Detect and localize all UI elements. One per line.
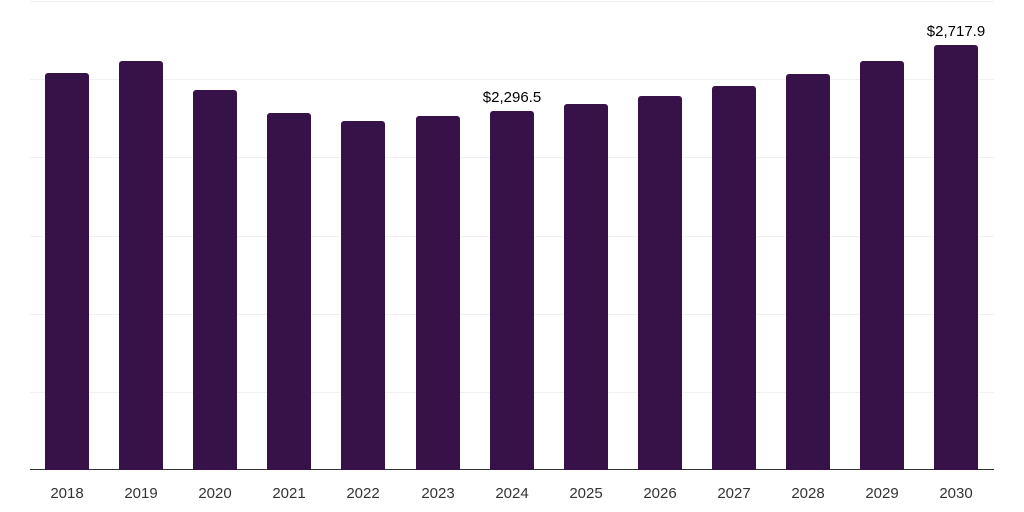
bar-2018[interactable] [45, 73, 89, 470]
x-tick-label: 2021 [272, 485, 306, 502]
x-tick-label: 2026 [643, 485, 677, 502]
x-tick-label: 2018 [50, 485, 84, 502]
gridline [30, 79, 994, 80]
x-tick-label: 2029 [865, 485, 899, 502]
bar-2030[interactable] [934, 45, 978, 470]
bar-2024[interactable] [490, 111, 534, 470]
bar-2023[interactable] [416, 116, 460, 470]
bar-2021[interactable] [267, 113, 311, 470]
x-tick-label: 2020 [198, 485, 232, 502]
gridline [30, 1, 994, 2]
x-tick-label: 2028 [791, 485, 825, 502]
data-label-2024: $2,296.5 [482, 89, 542, 106]
bar-2028[interactable] [786, 74, 830, 470]
x-tick-label: 2023 [421, 485, 455, 502]
x-tick-label: 2022 [346, 485, 380, 502]
bar-2022[interactable] [341, 121, 385, 470]
bar-2026[interactable] [638, 96, 682, 470]
bar-2025[interactable] [564, 104, 608, 470]
data-label-2030: $2,717.9 [926, 23, 986, 40]
bar-2020[interactable] [193, 90, 237, 470]
x-tick-label: 2019 [124, 485, 158, 502]
bar-2019[interactable] [119, 61, 163, 470]
bar-2029[interactable] [860, 61, 904, 470]
x-tick-label: 2024 [495, 485, 529, 502]
x-tick-label: 2030 [939, 485, 973, 502]
bar-2027[interactable] [712, 86, 756, 470]
x-tick-label: 2025 [569, 485, 603, 502]
x-tick-label: 2027 [717, 485, 751, 502]
